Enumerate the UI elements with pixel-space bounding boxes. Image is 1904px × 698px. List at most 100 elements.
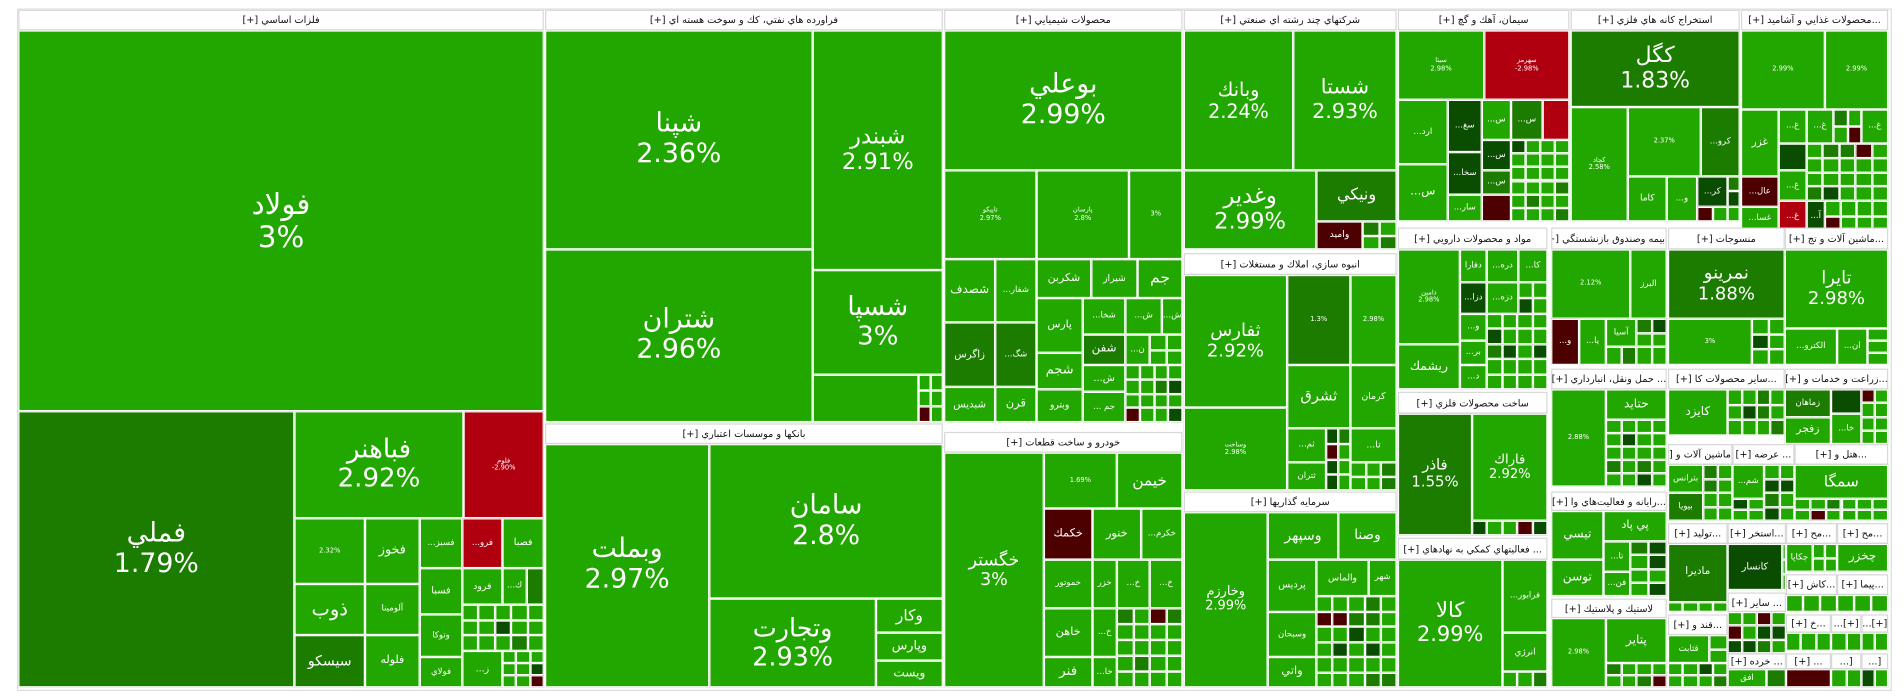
stock-tile[interactable]: 2.32%	[294, 518, 365, 584]
stock-tile[interactable]: كگل 1.83%	[1570, 30, 1740, 108]
small-stock-tile[interactable]	[1532, 520, 1548, 536]
small-stock-tile[interactable]	[1861, 669, 1875, 688]
stock-tile[interactable]: ...شفار	[995, 259, 1037, 323]
stock-tile[interactable]: ...ك	[502, 568, 527, 605]
sector-header[interactable]: ... فعاليتهاي كمكي به نهادهاي [+]	[1397, 537, 1548, 560]
small-stock-tile[interactable]	[1166, 349, 1183, 365]
sector-header[interactable]: ... عرضه [+]	[1732, 444, 1795, 465]
small-stock-tile[interactable]	[1365, 476, 1382, 491]
small-stock-tile[interactable]	[1751, 334, 1769, 350]
small-stock-tile[interactable]	[1861, 632, 1875, 651]
small-stock-tile[interactable]	[478, 635, 495, 651]
small-stock-tile[interactable]	[1636, 318, 1652, 333]
small-stock-tile[interactable]	[1364, 641, 1381, 657]
small-stock-tile[interactable]	[1518, 282, 1533, 299]
stock-tile[interactable]: فسبا	[419, 568, 463, 615]
stock-tile[interactable]: ...عال	[1740, 176, 1779, 207]
small-stock-tile[interactable]	[1727, 611, 1743, 626]
stock-tile[interactable]: چخزر	[1837, 543, 1889, 572]
small-stock-tile[interactable]	[1486, 328, 1502, 345]
small-stock-tile[interactable]	[1782, 543, 1786, 560]
sector-header[interactable]: ... خرده [+]	[1727, 653, 1786, 670]
small-stock-tile[interactable]	[918, 406, 931, 423]
stock-tile[interactable]: ...س	[1481, 139, 1512, 171]
stock-tile[interactable]: ...تا	[1350, 428, 1397, 463]
stock-tile[interactable]: 2.98%	[1350, 274, 1397, 365]
stock-tile[interactable]: ...فن	[1603, 571, 1631, 597]
small-stock-tile[interactable]	[1871, 172, 1889, 187]
small-stock-tile[interactable]	[1867, 340, 1889, 353]
stock-tile[interactable]: ...كرو	[1700, 107, 1740, 177]
stock-tile[interactable]: شپنا 2.36%	[545, 30, 813, 250]
small-stock-tile[interactable]	[1379, 235, 1397, 250]
small-stock-tile[interactable]	[1751, 318, 1769, 335]
stock-tile[interactable]: ...ان	[1837, 328, 1868, 365]
small-stock-tile[interactable]	[1133, 671, 1150, 688]
small-stock-tile[interactable]	[502, 650, 517, 664]
stock-tile[interactable]: فولاي	[419, 656, 463, 688]
small-stock-tile[interactable]	[1782, 574, 1786, 591]
small-stock-tile[interactable]	[1621, 663, 1637, 676]
small-stock-tile[interactable]	[1326, 474, 1339, 491]
stock-tile[interactable]: شهر	[1368, 559, 1397, 597]
small-stock-tile[interactable]	[1824, 543, 1838, 558]
small-stock-tile[interactable]	[1116, 639, 1134, 656]
small-stock-tile[interactable]	[1605, 446, 1622, 460]
small-stock-tile[interactable]	[1803, 594, 1821, 612]
small-stock-tile[interactable]	[1348, 611, 1365, 627]
small-stock-tile[interactable]	[1517, 313, 1533, 329]
small-stock-tile[interactable]	[1854, 594, 1872, 612]
stock-tile[interactable]: سهرمز -2.98%	[1484, 30, 1570, 100]
small-stock-tile[interactable]	[1621, 433, 1637, 447]
small-stock-tile[interactable]	[1364, 596, 1381, 612]
small-stock-tile[interactable]	[1837, 594, 1855, 612]
stock-tile[interactable]: ...ز	[462, 650, 503, 688]
stock-tile[interactable]: دامين 2.98%	[1397, 249, 1460, 345]
small-stock-tile[interactable]	[1648, 582, 1667, 597]
small-stock-tile[interactable]	[1871, 157, 1889, 173]
stock-tile[interactable]: ثشرق	[1287, 364, 1351, 429]
small-stock-tile[interactable]	[1166, 624, 1183, 640]
small-stock-tile[interactable]	[1712, 602, 1728, 612]
small-stock-tile[interactable]	[1149, 671, 1167, 688]
stock-tile[interactable]: ريشمك	[1397, 344, 1460, 390]
small-stock-tile[interactable]	[1806, 157, 1823, 173]
small-stock-tile[interactable]	[1166, 334, 1183, 350]
sector-header[interactable]: [...	[1861, 653, 1889, 670]
small-stock-tile[interactable]	[530, 650, 544, 664]
small-stock-tile[interactable]	[502, 675, 517, 688]
small-stock-tile[interactable]	[1348, 626, 1365, 642]
small-stock-tile[interactable]	[1532, 328, 1548, 345]
small-stock-tile[interactable]	[1380, 672, 1397, 688]
small-stock-tile[interactable]	[1139, 407, 1154, 423]
small-stock-tile[interactable]	[1332, 672, 1349, 688]
small-stock-tile[interactable]	[1846, 632, 1862, 651]
small-stock-tile[interactable]	[1125, 393, 1140, 408]
stock-tile[interactable]: پارسان 2.8%	[1036, 170, 1130, 260]
stock-tile[interactable]: وخارزم 2.99%	[1183, 512, 1268, 688]
stock-tile[interactable]: قرن	[995, 386, 1037, 423]
small-stock-tile[interactable]	[1833, 109, 1848, 127]
small-stock-tile[interactable]	[1332, 641, 1349, 657]
small-stock-tile[interactable]	[1540, 207, 1555, 222]
stock-tile[interactable]: وسبحان	[1267, 611, 1317, 657]
stock-tile[interactable]	[1785, 669, 1831, 688]
small-stock-tile[interactable]	[1741, 420, 1757, 436]
stock-tile[interactable]: خزر	[1092, 559, 1117, 609]
small-stock-tile[interactable]	[527, 604, 544, 621]
stock-tile[interactable]: ...سار	[1447, 194, 1482, 222]
small-stock-tile[interactable]	[1540, 180, 1555, 195]
small-stock-tile[interactable]	[1727, 191, 1740, 207]
stock-tile[interactable]: 3%	[1129, 170, 1183, 260]
stock-tile[interactable]: بوعلي 2.99%	[944, 30, 1183, 171]
stock-tile[interactable]: ...فسبز	[419, 518, 463, 569]
small-stock-tile[interactable]	[1332, 596, 1349, 612]
stock-tile[interactable]: ...دزه	[1486, 282, 1519, 314]
small-stock-tile[interactable]	[1820, 594, 1838, 612]
small-stock-tile[interactable]	[1636, 446, 1652, 460]
small-stock-tile[interactable]	[1717, 464, 1733, 479]
small-stock-tile[interactable]	[511, 620, 528, 636]
sector-header[interactable]: ...هتل و [+]	[1794, 444, 1889, 465]
stock-tile[interactable]: ...س	[1481, 99, 1512, 140]
small-stock-tile[interactable]	[1768, 318, 1785, 335]
